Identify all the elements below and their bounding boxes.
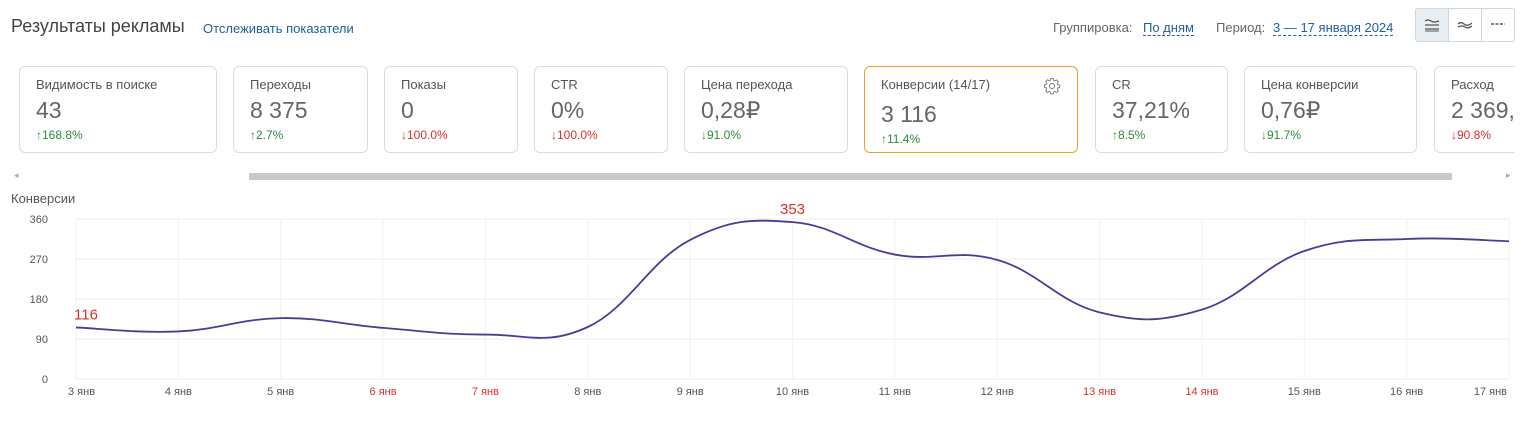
metric-card-visibility[interactable]: Видимость в поиске 43 ↑168.8% [19, 66, 217, 153]
x-tick-label: 3 янв [68, 386, 95, 398]
arrow-up-icon: ↑ [1112, 128, 1118, 142]
metric-delta: ↓100.0% [551, 128, 651, 142]
delta-value: 90.8% [1457, 128, 1492, 142]
page-title: Результаты рекламы [11, 16, 185, 36]
view-toggle [1415, 8, 1515, 42]
arrow-up-icon: ↑ [250, 128, 256, 142]
delta-value: 168.8% [42, 128, 83, 142]
delta-value: 2.7% [256, 128, 284, 142]
x-tick-label: 13 янв [1083, 386, 1116, 398]
metric-delta: ↑11.4% [881, 132, 1061, 146]
arrow-up-icon: ↑ [881, 132, 887, 146]
delta-value: 8.5% [1118, 128, 1146, 142]
x-tick-label: 12 янв [981, 386, 1014, 398]
arrow-up-icon: ↑ [36, 128, 42, 142]
metric-delta: ↓90.8% [1451, 128, 1515, 142]
stacked-lines-icon [1424, 19, 1440, 32]
view-dashed-button[interactable] [1482, 9, 1514, 41]
metric-value: 8 375 [250, 97, 308, 123]
view-stacked-button[interactable] [1416, 9, 1449, 41]
data-label: 353 [780, 201, 805, 218]
metric-label: Цена конверсии [1261, 77, 1359, 92]
grouping-label: Группировка: [1053, 20, 1133, 35]
arrow-down-icon: ↓ [1451, 128, 1457, 142]
delta-value: 11.4% [887, 132, 921, 146]
x-tick-label: 15 янв [1288, 386, 1321, 398]
metric-delta: ↑168.8% [36, 128, 200, 142]
metric-card-impressions[interactable]: Показы 0 ↓100.0% [384, 66, 518, 153]
metric-card-spend[interactable]: Расход 2 369, ↓90.8% [1434, 66, 1515, 153]
dashed-lines-icon [1491, 23, 1505, 25]
x-tick-label: 17 янв [1474, 386, 1507, 398]
x-tick-label: 6 янв [370, 386, 397, 398]
track-metrics-link[interactable]: Отслеживать показатели [203, 21, 354, 36]
x-tick-label: 5 янв [267, 386, 294, 398]
x-tick-label: 10 янв [776, 386, 809, 398]
metric-card-ctr[interactable]: CTR 0% ↓100.0% [534, 66, 668, 153]
y-tick-label: 360 [30, 214, 48, 226]
metric-value: 2 369, [1451, 97, 1515, 123]
metric-card-conversions[interactable]: Конверсии (14/17) 3 116 ↑11.4% [864, 66, 1078, 153]
series-line-conversions [75, 219, 1510, 339]
metric-label: CR [1112, 77, 1131, 92]
x-tick-label: 16 янв [1390, 386, 1423, 398]
delta-value: 100.0% [407, 128, 448, 142]
metric-value: 43 [36, 97, 62, 123]
metric-delta: ↓91.0% [701, 128, 831, 142]
gear-icon[interactable] [1043, 77, 1061, 95]
x-tick-label: 14 янв [1185, 386, 1218, 398]
x-tick-label: 4 янв [165, 386, 192, 398]
x-tick-label: 8 янв [574, 386, 601, 398]
y-tick-label: 180 [30, 294, 48, 306]
metric-value: 3 116 [881, 101, 937, 127]
metric-value: 0,28₽ [701, 97, 761, 123]
metric-cards: Видимость в поиске 43 ↑168.8% Переходы 8… [0, 66, 1515, 158]
delta-value: 91.7% [1267, 128, 1302, 142]
arrow-down-icon: ↓ [401, 128, 407, 142]
y-tick-label: 270 [30, 254, 48, 266]
arrow-down-icon: ↓ [701, 128, 707, 142]
metric-value: 37,21% [1112, 97, 1191, 123]
metric-label: CTR [551, 77, 578, 92]
metric-card-conversion-price[interactable]: Цена конверсии 0,76₽ ↓91.7% [1244, 66, 1417, 153]
metric-label: Показы [401, 77, 446, 92]
conversions-chart: 0 90 180 270 360 3 янв 4 янв 5 янв 6 янв 7 янв 8 я… [30, 201, 1510, 398]
cards-scrollbar-thumb[interactable] [249, 173, 1452, 180]
metric-value: 0 [401, 97, 414, 123]
delta-value: 91.0% [707, 128, 742, 142]
overlay-lines-icon [1457, 21, 1473, 29]
metric-card-click-price[interactable]: Цена перехода 0,28₽ ↓91.0% [684, 66, 848, 153]
delta-value: 100.0% [557, 128, 598, 142]
metric-label: Расход [1451, 77, 1494, 92]
metric-value: 0,76₽ [1261, 97, 1321, 123]
scroll-left-arrow-icon[interactable]: ◂ [14, 170, 19, 180]
metric-card-cr[interactable]: CR 37,21% ↑8.5% [1095, 66, 1228, 153]
metric-value: 0% [551, 97, 585, 123]
y-tick-label: 90 [36, 334, 48, 346]
grouping-dropdown[interactable]: По дням [1143, 20, 1194, 36]
metric-delta: ↓100.0% [401, 128, 501, 142]
metric-card-clicks[interactable]: Переходы 8 375 ↑2.7% [233, 66, 368, 153]
metric-label: Переходы [250, 77, 311, 92]
y-tick-label: 0 [42, 374, 48, 386]
metric-label: Видимость в поиске [36, 77, 158, 92]
metric-delta: ↓91.7% [1261, 128, 1400, 142]
view-overlay-button[interactable] [1449, 9, 1482, 41]
data-label: 116 [74, 306, 98, 323]
x-tick-label: 9 янв [677, 386, 704, 398]
scroll-right-arrow-icon[interactable]: ▸ [1506, 170, 1511, 180]
chart-title: Конверсии [11, 191, 76, 206]
metric-label: Конверсии (14/17) [881, 77, 991, 92]
x-tick-label: 11 янв [879, 386, 912, 398]
metric-delta: ↑8.5% [1112, 128, 1211, 142]
x-tick-label: 7 янв [472, 386, 499, 398]
metric-delta: ↑2.7% [250, 128, 351, 142]
period-picker[interactable]: 3 — 17 января 2024 [1273, 20, 1394, 36]
arrow-down-icon: ↓ [551, 128, 557, 142]
arrow-down-icon: ↓ [1261, 128, 1267, 142]
metric-label: Цена перехода [701, 77, 793, 92]
period-label: Период: [1216, 20, 1266, 35]
